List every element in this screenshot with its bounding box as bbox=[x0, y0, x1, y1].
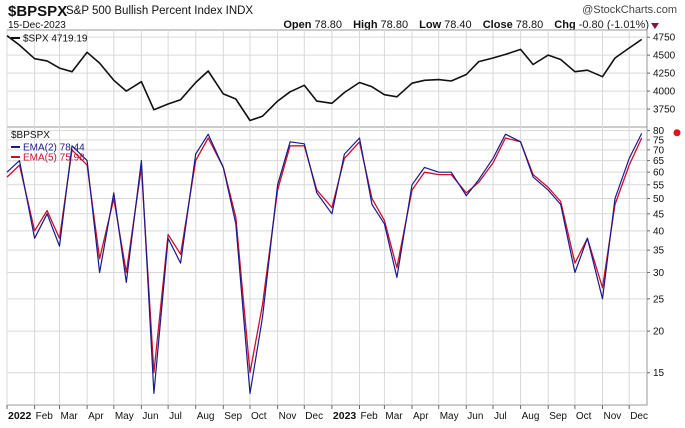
x-tick-label: Jul bbox=[494, 411, 507, 422]
lower-y-tick-label: 50 bbox=[653, 194, 665, 205]
spx-line bbox=[6, 35, 643, 122]
lower-y-tick-label: 40 bbox=[653, 226, 665, 237]
x-tick-label: Feb bbox=[36, 411, 54, 422]
lower-panel-frame bbox=[6, 126, 648, 406]
lower-panel-title: $BPSPX bbox=[11, 130, 50, 141]
index-name: S&P 500 Bullish Percent Index bbox=[66, 5, 223, 17]
open-value: 78.80 bbox=[314, 19, 343, 31]
x-tick-label: Nov bbox=[603, 411, 621, 422]
x-tick-label: Jul bbox=[169, 411, 182, 422]
x-tick-label: Dec bbox=[305, 411, 323, 422]
high-label: High bbox=[353, 19, 378, 31]
x-tick-label: Apr bbox=[88, 411, 104, 422]
x-tick-label: Mar bbox=[385, 411, 403, 422]
lower-y-tick-label: 55 bbox=[653, 180, 665, 191]
x-tick-label: Oct bbox=[251, 411, 267, 422]
ema5-legend-label: EMA(5) 75.98 bbox=[23, 153, 85, 164]
lower-y-tick-label: 80 bbox=[653, 126, 665, 137]
low-value: 78.40 bbox=[444, 19, 472, 31]
upper-y-tick-label: 3750 bbox=[653, 105, 676, 116]
x-tick-label: Apr bbox=[413, 411, 429, 422]
ema2-line bbox=[6, 133, 643, 394]
lower-y-tick-label: 15 bbox=[653, 368, 665, 379]
lower-y-tick-label: 65 bbox=[653, 156, 665, 167]
lower-y-tick-label: 70 bbox=[653, 145, 665, 156]
x-tick-label: Dec bbox=[630, 411, 648, 422]
upper-y-tick-label: 4000 bbox=[653, 87, 676, 98]
chart-date: 15-Dec-2023 bbox=[8, 20, 66, 31]
lower-y-tick-label: 20 bbox=[653, 327, 665, 338]
x-tick-label: Oct bbox=[576, 411, 592, 422]
upper-panel-frame bbox=[6, 29, 648, 128]
last-value-marker bbox=[673, 129, 681, 137]
x-tick-label: Feb bbox=[360, 411, 378, 422]
x-tick-label: Jun bbox=[142, 411, 158, 422]
x-tick-label: Sep bbox=[549, 411, 567, 422]
high-value: 78.80 bbox=[380, 19, 409, 31]
x-tick-label: May bbox=[440, 411, 459, 422]
lower-y-tick-label: 60 bbox=[653, 168, 665, 179]
x-tick-label: Mar bbox=[61, 411, 79, 422]
change-label: Chg bbox=[554, 19, 576, 31]
chart-name: S&P 500 Bullish Percent Index INDX bbox=[66, 5, 253, 17]
open-label: Open bbox=[283, 19, 312, 31]
brand-watermark: @StockCharts.com bbox=[582, 4, 677, 16]
x-tick-label: Jun bbox=[467, 411, 483, 422]
close-value: 78.80 bbox=[515, 19, 544, 31]
lower-y-tick-label: 30 bbox=[653, 268, 665, 279]
x-tick-label: Nov bbox=[279, 411, 297, 422]
x-tick-label: 2023 bbox=[333, 410, 357, 422]
close-label: Close bbox=[482, 19, 513, 31]
lower-y-tick-label: 35 bbox=[653, 246, 665, 257]
lower-y-tick-label: 75 bbox=[653, 135, 665, 146]
chart-symbol: $BPSPX bbox=[8, 3, 68, 20]
upper-y-tick-label: 4250 bbox=[653, 69, 676, 80]
change-value: -0.80 (-1.01%) bbox=[578, 19, 649, 31]
ohlc-readout: Open 78.80 High 78.80 Low 78.40 Close 78.80 … bbox=[275, 19, 649, 31]
lower-y-tick-label: 45 bbox=[653, 209, 665, 220]
low-label: Low bbox=[419, 19, 442, 31]
x-tick-label: May bbox=[115, 411, 134, 422]
down-triangle-icon bbox=[651, 23, 659, 29]
lower-y-tick-label: 25 bbox=[653, 294, 665, 305]
spx-legend-label: $SPX 4719.19 bbox=[23, 34, 88, 45]
x-tick-label: Aug bbox=[522, 411, 540, 422]
exchange-label: INDX bbox=[225, 5, 254, 17]
x-tick-label: Aug bbox=[197, 411, 215, 422]
upper-y-tick-label: 4750 bbox=[653, 33, 676, 44]
x-tick-label: Sep bbox=[224, 411, 242, 422]
ema2-legend-label: EMA(2) 78.44 bbox=[23, 143, 85, 154]
upper-y-tick-label: 4500 bbox=[653, 51, 676, 62]
x-tick-label: 2022 bbox=[8, 410, 32, 422]
